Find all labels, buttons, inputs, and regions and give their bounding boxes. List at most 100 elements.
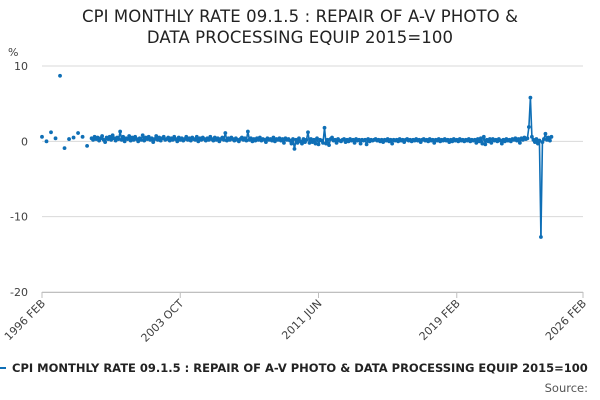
data-point[interactable]: [118, 129, 123, 134]
data-point[interactable]: [149, 136, 154, 141]
data-point[interactable]: [309, 137, 313, 141]
data-point[interactable]: [270, 138, 274, 143]
data-point[interactable]: [71, 135, 76, 140]
data-point[interactable]: [140, 133, 145, 138]
data-point[interactable]: [489, 140, 494, 145]
data-point[interactable]: [481, 134, 486, 139]
data-point[interactable]: [297, 136, 301, 141]
data-point[interactable]: [478, 136, 483, 141]
data-point[interactable]: [430, 137, 435, 142]
data-point[interactable]: [533, 140, 537, 144]
data-point[interactable]: [528, 95, 533, 100]
data-point[interactable]: [325, 137, 330, 142]
data-point[interactable]: [271, 135, 276, 140]
data-point[interactable]: [351, 137, 355, 142]
data-point[interactable]: [324, 141, 328, 146]
data-point[interactable]: [472, 137, 477, 142]
data-point[interactable]: [139, 137, 144, 142]
data-point[interactable]: [280, 137, 285, 141]
data-point[interactable]: [487, 137, 492, 141]
data-point[interactable]: [306, 130, 310, 135]
data-point[interactable]: [248, 136, 253, 141]
data-point[interactable]: [548, 138, 552, 143]
data-point[interactable]: [91, 137, 95, 142]
data-point[interactable]: [304, 137, 309, 142]
data-point[interactable]: [128, 138, 133, 143]
data-point[interactable]: [131, 137, 136, 142]
data-point[interactable]: [300, 141, 304, 146]
data-point[interactable]: [110, 133, 115, 138]
data-point[interactable]: [363, 137, 367, 142]
data-point[interactable]: [352, 140, 357, 145]
data-point[interactable]: [264, 140, 268, 144]
data-point[interactable]: [95, 135, 100, 140]
data-point[interactable]: [295, 140, 300, 145]
data-point[interactable]: [136, 139, 141, 144]
data-point[interactable]: [313, 141, 318, 146]
data-point[interactable]: [44, 139, 49, 144]
data-point[interactable]: [327, 143, 331, 148]
data-point[interactable]: [194, 134, 199, 139]
data-point[interactable]: [498, 138, 503, 143]
data-point[interactable]: [221, 137, 226, 142]
data-point[interactable]: [62, 146, 67, 151]
data-point[interactable]: [301, 137, 306, 141]
data-point[interactable]: [357, 137, 361, 142]
data-point[interactable]: [330, 135, 334, 140]
data-point[interactable]: [103, 140, 108, 144]
data-point[interactable]: [536, 141, 540, 146]
data-point[interactable]: [146, 134, 151, 139]
data-point[interactable]: [537, 138, 542, 143]
data-point[interactable]: [119, 137, 124, 142]
data-point[interactable]: [154, 134, 159, 138]
data-point[interactable]: [175, 139, 180, 144]
data-point[interactable]: [121, 134, 126, 139]
data-point[interactable]: [100, 134, 105, 138]
data-point[interactable]: [289, 141, 294, 146]
data-point[interactable]: [432, 140, 437, 145]
data-point[interactable]: [315, 136, 319, 141]
data-point[interactable]: [166, 135, 171, 140]
data-point[interactable]: [292, 146, 297, 151]
data-point[interactable]: [517, 140, 522, 145]
data-point[interactable]: [525, 136, 530, 141]
data-point[interactable]: [282, 140, 286, 145]
data-point[interactable]: [342, 137, 346, 141]
data-point[interactable]: [206, 137, 211, 142]
data-point[interactable]: [152, 137, 157, 141]
data-point[interactable]: [540, 140, 545, 144]
series-cpi-monthly-rate[interactable]: [40, 73, 554, 239]
data-point[interactable]: [170, 137, 175, 142]
data-point[interactable]: [474, 140, 479, 145]
data-point[interactable]: [244, 138, 249, 143]
data-point[interactable]: [333, 137, 337, 142]
data-point[interactable]: [534, 137, 539, 141]
data-point[interactable]: [322, 125, 327, 130]
data-point[interactable]: [85, 143, 89, 148]
data-point[interactable]: [53, 136, 58, 141]
data-point[interactable]: [539, 235, 543, 239]
data-point[interactable]: [516, 137, 521, 141]
data-point[interactable]: [480, 141, 485, 146]
data-point[interactable]: [113, 138, 118, 143]
data-point[interactable]: [76, 131, 80, 135]
data-point[interactable]: [67, 137, 71, 141]
data-point[interactable]: [499, 141, 504, 146]
data-point[interactable]: [151, 140, 156, 144]
data-point[interactable]: [127, 134, 132, 138]
data-point[interactable]: [245, 129, 250, 134]
data-point[interactable]: [364, 142, 369, 147]
data-point[interactable]: [109, 137, 114, 142]
data-point[interactable]: [477, 139, 482, 144]
data-point[interactable]: [527, 125, 531, 129]
legend[interactable]: CPI MONTHLY RATE 09.1.5 : REPAIR OF A-V …: [0, 361, 600, 377]
data-point[interactable]: [358, 141, 363, 146]
data-point[interactable]: [49, 130, 53, 135]
data-point[interactable]: [543, 131, 548, 136]
data-point[interactable]: [215, 136, 220, 141]
data-point[interactable]: [530, 134, 534, 139]
data-point[interactable]: [294, 137, 298, 142]
data-point[interactable]: [316, 142, 321, 147]
data-point[interactable]: [291, 137, 295, 141]
data-point[interactable]: [142, 138, 147, 143]
